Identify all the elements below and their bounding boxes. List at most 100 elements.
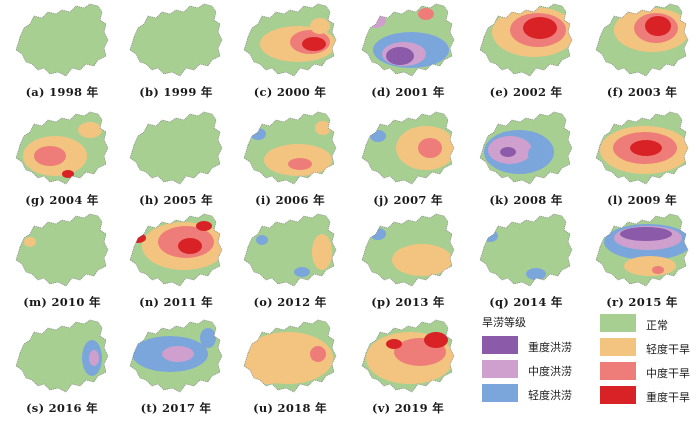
severe-drought-patch xyxy=(386,339,402,349)
region-border xyxy=(479,3,573,77)
severe-flood-patch xyxy=(500,147,516,157)
map-panel: (t) 2017 年 xyxy=(120,318,232,418)
region-border xyxy=(361,213,455,287)
region-border xyxy=(129,213,223,287)
region-border xyxy=(361,111,455,185)
legend-swatch xyxy=(482,384,518,402)
light-drought-patch xyxy=(392,244,452,276)
legend-item: 中度洪涝 xyxy=(482,360,578,380)
moderate-drought-patch xyxy=(652,266,664,274)
legend-label: 正常 xyxy=(646,319,668,332)
region-border xyxy=(479,111,573,185)
legend-item: 重度洪涝 xyxy=(482,336,578,356)
legend-label: 重度洪涝 xyxy=(528,341,572,354)
panel-caption: (f) 2003 年 xyxy=(606,85,678,99)
map-panel: (e) 2002 年 xyxy=(470,2,582,102)
region-border xyxy=(479,213,573,287)
severe-drought-patch xyxy=(178,238,202,254)
map-panel: (q) 2014 年 xyxy=(470,212,582,312)
region-border xyxy=(243,213,337,287)
severe-drought-patch xyxy=(62,170,74,178)
light-flood-patch xyxy=(250,128,266,140)
region-base xyxy=(16,4,108,76)
region-border xyxy=(595,3,689,77)
light-flood-patch xyxy=(256,235,268,245)
light-flood-patch xyxy=(370,130,386,142)
region-base xyxy=(130,112,222,184)
map-panel: (n) 2011 年 xyxy=(120,212,232,312)
panel-caption: (m) 2010 年 xyxy=(23,295,101,309)
region-base xyxy=(244,214,336,286)
region-border xyxy=(243,3,337,77)
light-drought-patch xyxy=(24,237,36,247)
severe-flood-patch xyxy=(620,227,672,241)
panel-caption: (l) 2009 年 xyxy=(607,193,677,207)
region-border xyxy=(595,111,689,185)
region-map xyxy=(243,319,337,393)
severe-flood-patch xyxy=(386,47,414,65)
map-panel: (u) 2018 年 xyxy=(234,318,346,418)
map-panel: (j) 2007 年 xyxy=(352,110,464,210)
legend-item: 重度干旱 xyxy=(600,386,696,406)
legend-item: 正常 xyxy=(600,314,696,334)
panel-caption: (u) 2018 年 xyxy=(253,401,327,415)
region-border xyxy=(15,111,109,185)
region-border xyxy=(243,111,337,185)
region-map xyxy=(243,111,337,185)
legend-label: 重度干旱 xyxy=(646,391,690,404)
severe-drought-patch xyxy=(196,221,212,231)
map-panel: (l) 2009 年 xyxy=(586,110,698,210)
region-map xyxy=(361,111,455,185)
legend-swatch xyxy=(600,362,636,380)
legend-label: 轻度干旱 xyxy=(646,343,690,356)
region-map xyxy=(243,213,337,287)
map-panel: (h) 2005 年 xyxy=(120,110,232,210)
panel-caption: (v) 2019 年 xyxy=(371,401,445,415)
light-drought-patch xyxy=(78,122,102,138)
region-border xyxy=(595,213,689,287)
region-map xyxy=(479,213,573,287)
legend-label: 轻度洪涝 xyxy=(528,389,572,402)
panel-caption: (c) 2000 年 xyxy=(253,85,327,99)
map-panel: (d) 2001 年 xyxy=(352,2,464,102)
panel-caption: (q) 2014 年 xyxy=(489,295,563,309)
region-map xyxy=(361,213,455,287)
map-panel: (v) 2019 年 xyxy=(352,318,464,418)
map-panel: (r) 2015 年 xyxy=(586,212,698,312)
moderate-flood-patch xyxy=(162,346,194,362)
panel-caption: (p) 2013 年 xyxy=(371,295,445,309)
severe-drought-patch xyxy=(302,37,326,51)
panel-caption: (k) 2008 年 xyxy=(489,193,563,207)
moderate-drought-patch xyxy=(418,138,442,158)
region-map xyxy=(595,3,689,77)
legend-item: 轻度干旱 xyxy=(600,338,696,358)
region-border xyxy=(129,319,223,393)
map-panel: (m) 2010 年 xyxy=(6,212,118,312)
legend-label: 中度干旱 xyxy=(646,367,690,380)
panel-caption: (g) 2004 年 xyxy=(25,193,99,207)
region-map xyxy=(595,111,689,185)
panel-caption: (s) 2016 年 xyxy=(26,401,98,415)
severe-drought-patch xyxy=(424,332,448,348)
region-map xyxy=(479,111,573,185)
panel-caption: (r) 2015 年 xyxy=(606,295,678,309)
region-border xyxy=(15,3,109,77)
region-map xyxy=(243,3,337,77)
panel-caption: (h) 2005 年 xyxy=(139,193,213,207)
legend-item: 中度干旱 xyxy=(600,362,696,382)
region-map xyxy=(129,111,223,185)
light-flood-patch xyxy=(294,267,310,277)
moderate-flood-patch xyxy=(366,12,386,28)
panel-caption: (t) 2017 年 xyxy=(140,401,212,415)
map-panel: (k) 2008 年 xyxy=(470,110,582,210)
legend: 旱涝等级 重度洪涝 中度洪涝 轻度洪涝 正常 轻度干旱 中度干旱 重度干旱 xyxy=(478,312,698,412)
moderate-drought-patch xyxy=(288,158,312,170)
map-panel: (s) 2016 年 xyxy=(6,318,118,418)
map-panel: (p) 2013 年 xyxy=(352,212,464,312)
region-base xyxy=(16,320,108,392)
map-panel: (f) 2003 年 xyxy=(586,2,698,102)
light-flood-patch xyxy=(526,268,546,280)
light-drought-patch xyxy=(624,256,676,276)
legend-swatch xyxy=(482,336,518,354)
region-map xyxy=(479,3,573,77)
